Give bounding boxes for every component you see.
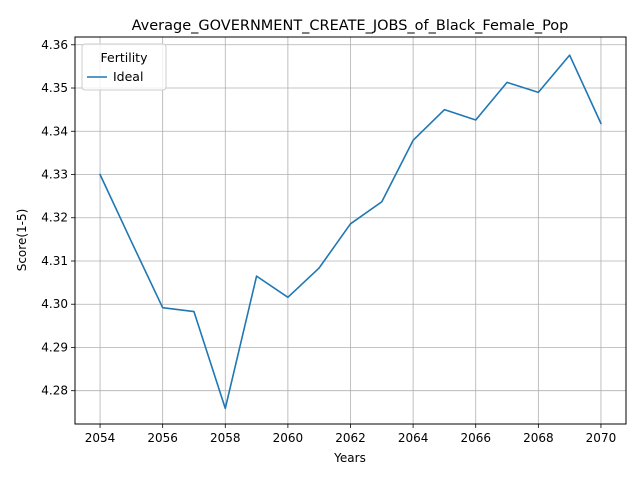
- x-tick-label: 2070: [586, 431, 617, 445]
- y-tick-label: 4.28: [41, 384, 68, 398]
- y-axis-label: Score(1-5): [15, 209, 29, 272]
- y-tick-label: 4.31: [41, 254, 68, 268]
- x-tick-label: 2066: [460, 431, 491, 445]
- series-line-0: [99, 54, 602, 410]
- x-tick-label: 2054: [85, 431, 116, 445]
- y-tick-label: 4.36: [41, 38, 68, 52]
- x-tick-label: 2064: [398, 431, 429, 445]
- y-tick-label: 4.35: [41, 81, 68, 95]
- y-tick-label: 4.29: [41, 340, 68, 354]
- y-tick-label: 4.32: [41, 211, 68, 225]
- x-tick-label: 2056: [147, 431, 178, 445]
- legend-box: [81, 43, 167, 91]
- y-tick-label: 4.30: [41, 297, 68, 311]
- series-layer: [99, 54, 602, 410]
- y-tick-label: 4.33: [41, 168, 68, 182]
- legend: Fertility Ideal: [81, 43, 167, 91]
- x-axis-label: Years: [333, 451, 366, 465]
- x-tick-label: 2060: [273, 431, 304, 445]
- x-tick-label: 2068: [523, 431, 554, 445]
- legend-label: Ideal: [113, 69, 143, 84]
- grid: [75, 37, 626, 424]
- y-tick-label: 4.34: [41, 124, 68, 138]
- x-axis: 2054 2056 2058 2060 2062 2064 2066 2068 2070: [85, 424, 616, 445]
- chart-title: Average_GOVERNMENT_CREATE_JOBS_of_Black_…: [132, 18, 569, 34]
- legend-title: Fertility: [101, 50, 149, 65]
- x-tick-label: 2058: [210, 431, 241, 445]
- x-tick-label: 2062: [335, 431, 366, 445]
- y-axis: 4.28 4.29 4.30 4.31 4.32 4.33 4.34 4.35 4.36: [41, 38, 75, 398]
